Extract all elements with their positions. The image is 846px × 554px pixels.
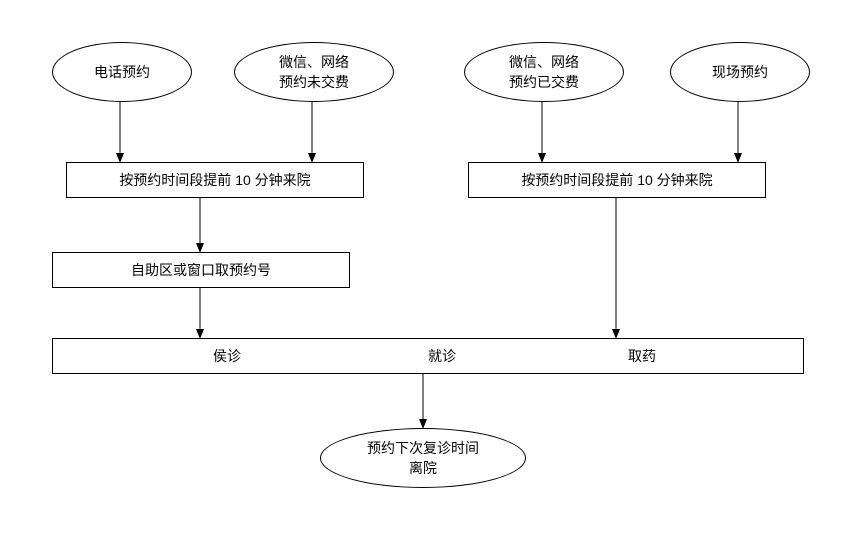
node-arrive-10min-right: 按预约时间段提前 10 分钟来院 (468, 162, 766, 198)
node-label: 微信、网络预约已交费 (509, 52, 579, 92)
node-onsite-reservation: 现场预约 (670, 42, 810, 102)
node-label-meds: 取药 (628, 346, 656, 366)
node-arrive-10min-left: 按预约时间段提前 10 分钟来院 (66, 162, 364, 198)
node-wechat-paid: 微信、网络预约已交费 (464, 42, 624, 102)
node-label: 微信、网络预约未交费 (279, 52, 349, 92)
node-label-consult: 就诊 (428, 346, 456, 366)
node-label-wait: 侯诊 (213, 346, 241, 366)
node-label: 预约下次复诊时间离院 (367, 438, 479, 478)
node-wechat-unpaid: 微信、网络预约未交费 (234, 42, 394, 102)
node-label: 自助区或窗口取预约号 (131, 260, 271, 280)
node-label: 现场预约 (712, 62, 768, 82)
node-waiting-consult-pharmacy: 侯诊 就诊 取药 (52, 338, 804, 374)
node-label: 按预约时间段提前 10 分钟来院 (521, 170, 712, 190)
node-label: 按预约时间段提前 10 分钟来院 (119, 170, 310, 190)
node-get-number: 自助区或窗口取预约号 (52, 252, 350, 288)
node-phone-reservation: 电话预约 (52, 42, 192, 102)
node-label: 电话预约 (94, 62, 150, 82)
node-schedule-next-leave: 预约下次复诊时间离院 (320, 428, 526, 488)
